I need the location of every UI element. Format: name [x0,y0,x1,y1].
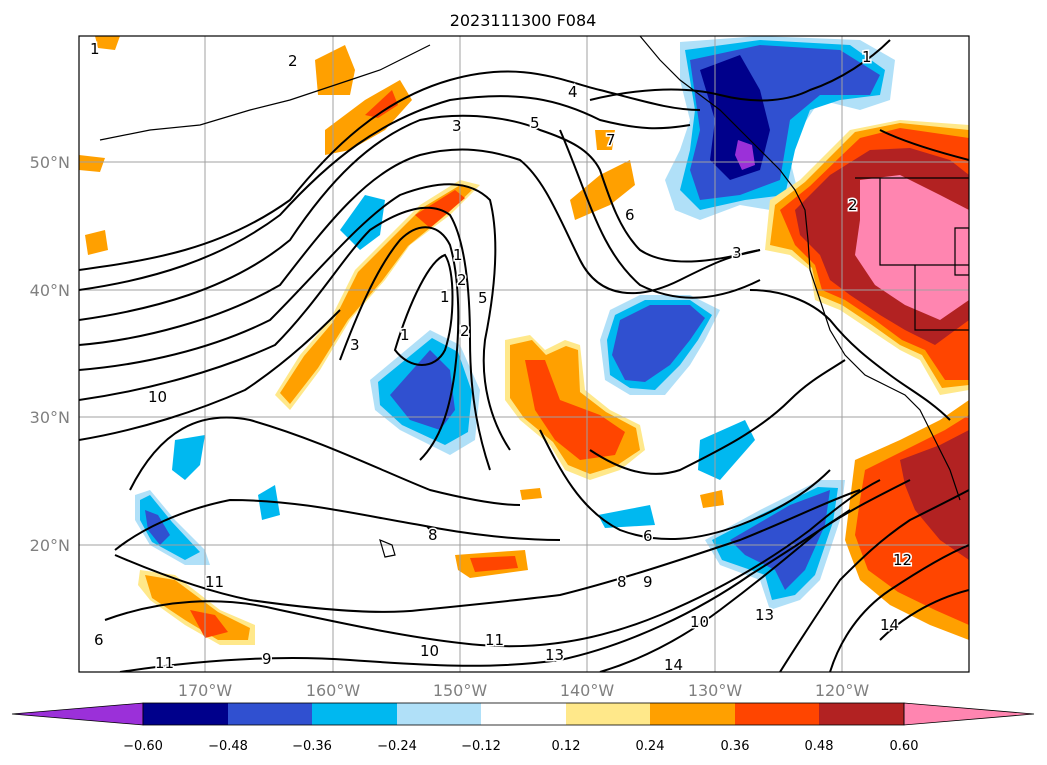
map-panel: 1 2 3 4 5 6 7 1 2 1 5 1 3 2 3 10 6 8 9 1… [79,36,969,674]
colorbar-tick: −0.24 [377,739,417,754]
contour-label: 1 [862,48,872,66]
contour-label: 8 [617,573,627,591]
colorbar-segment [735,703,819,725]
longitude-labels: 170°W 160°W 150°W 140°W 130°W 120°W [178,681,870,700]
contour-label: 3 [350,336,360,354]
contour-label: 3 [732,244,742,262]
colorbar-extend-left [11,702,144,726]
colorbar-segment [397,703,481,725]
contour-label: 2 [460,322,470,340]
contour-label: 3 [452,117,462,135]
contour-label: 13 [755,606,774,624]
colorbar-tick: −0.12 [461,739,501,754]
contour-label: 5 [478,289,488,307]
contour-label: 11 [155,654,174,672]
colorbar-extend-right [903,702,1035,726]
contour-label: 14 [880,616,899,634]
colorbar-tick: −0.60 [123,739,163,754]
contour-label: 9 [643,573,653,591]
contour-label: 6 [643,527,653,545]
contour-label: 2 [848,196,858,214]
colorbar-tick: −0.48 [208,739,248,754]
contour-label: 4 [568,83,578,101]
colorbar-tick: −0.36 [292,739,332,754]
contour-label: 2 [457,271,467,289]
contour-label: 1 [453,246,463,264]
contour-label: 1 [90,40,100,58]
contour-label: 10 [148,388,167,406]
colorbar-segment [650,703,735,725]
contour-label: 5 [530,114,540,132]
lon-label: 140°W [560,681,615,700]
contour-lines [79,39,969,672]
graticule [79,36,969,672]
map-title: 2023111300 F084 [450,11,597,30]
lat-label: 40°N [30,281,70,300]
colorbar-segment [312,703,397,725]
contour-labels: 1 2 3 4 5 6 7 1 2 1 5 1 3 2 3 10 6 8 9 1… [89,39,914,674]
contour-label: 11 [485,631,504,649]
shaded-field [79,36,969,645]
contour-label: 1 [440,288,450,306]
contour-label: 2 [288,52,298,70]
contour-label: 8 [428,526,438,544]
contour-label: 10 [420,642,439,660]
contour-label: 12 [893,551,912,569]
contour-label: 11 [205,573,224,591]
colorbar-tick: 0.36 [721,739,750,754]
lat-label: 50°N [30,153,70,172]
colorbar-tick: 0.24 [636,739,665,754]
latitude-labels: 50°N 40°N 30°N 20°N [30,153,70,555]
colorbar-tick: 0.60 [890,739,919,754]
colorbar-segment [143,703,228,725]
colorbar-segment [228,703,312,725]
map-frame [78,35,970,673]
colorbar-tick: 0.12 [552,739,581,754]
contour-label: 13 [545,646,564,664]
lat-label: 30°N [30,408,70,427]
contour-label: 14 [664,656,683,674]
colorbar-segment [566,703,650,725]
colorbar-tick: 0.48 [805,739,834,754]
lon-label: 150°W [433,681,488,700]
lon-label: 170°W [178,681,233,700]
contour-label: 1 [400,326,410,344]
contour-label: 10 [690,613,709,631]
colorbar: −0.60 −0.48 −0.36 −0.24 −0.12 0.12 0.24 … [11,702,1035,754]
colorbar-segment [819,703,904,725]
contour-label: 9 [262,650,272,668]
lon-label: 130°W [688,681,743,700]
contour-label: 6 [625,206,635,224]
lat-label: 20°N [30,536,70,555]
lon-label: 120°W [815,681,870,700]
contour-label: 6 [94,631,104,649]
lon-label: 160°W [306,681,361,700]
contour-label: 7 [606,131,616,149]
colorbar-segment [481,703,566,725]
coastlines [99,36,969,558]
